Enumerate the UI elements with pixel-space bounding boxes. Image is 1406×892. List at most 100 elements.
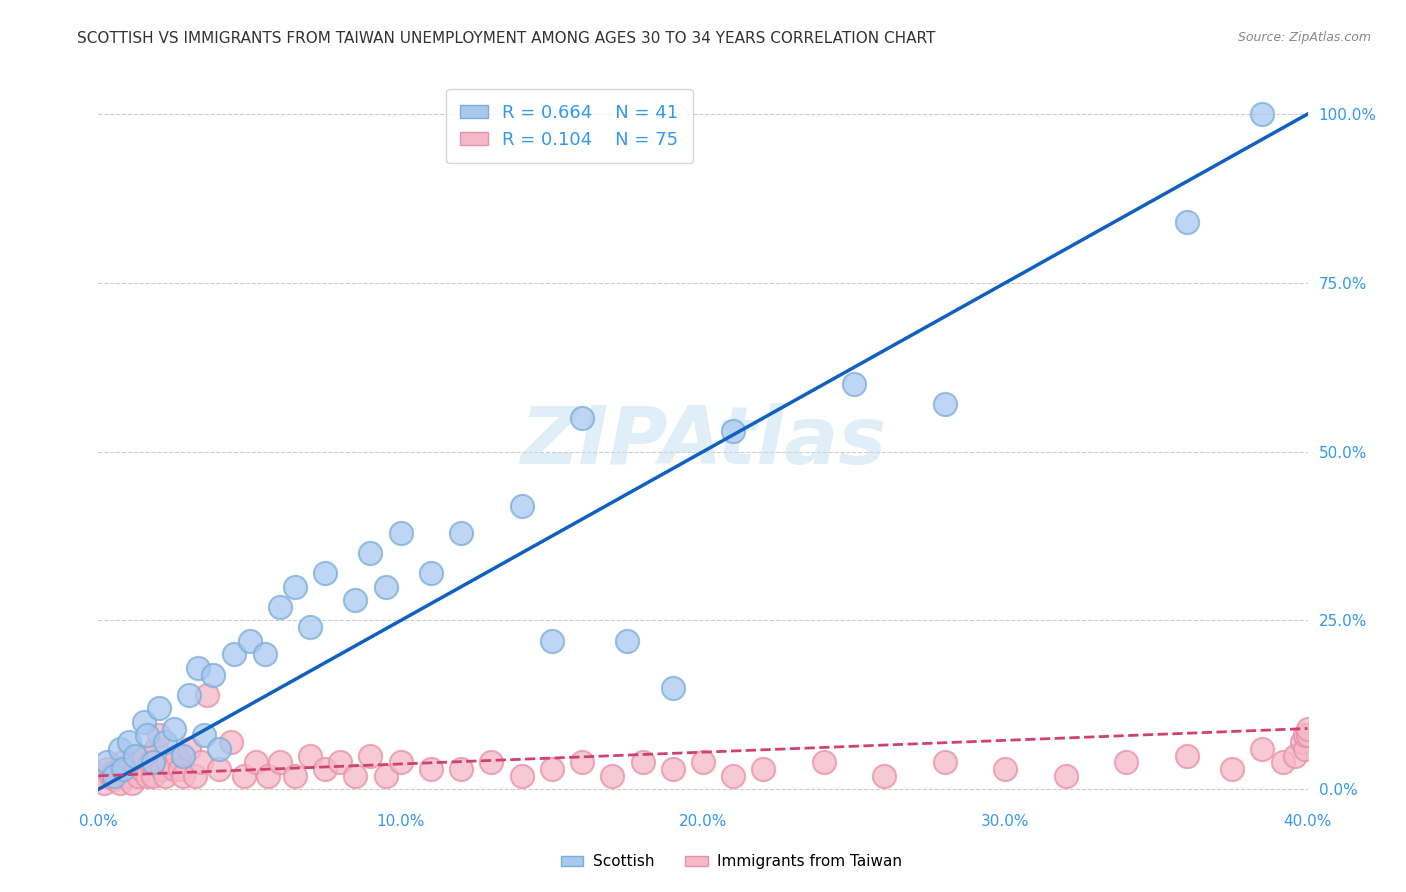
Point xyxy=(129,762,152,776)
Point xyxy=(360,546,382,560)
Point xyxy=(374,769,396,783)
Point xyxy=(934,397,956,411)
Point xyxy=(284,769,307,783)
Point xyxy=(111,762,134,776)
Point xyxy=(299,620,322,634)
Point xyxy=(124,756,146,770)
Point xyxy=(132,748,155,763)
Point xyxy=(1291,735,1313,749)
Point xyxy=(1284,748,1306,763)
Point xyxy=(571,756,593,770)
Point xyxy=(723,769,745,783)
Point xyxy=(540,633,562,648)
Point xyxy=(142,769,165,783)
Point xyxy=(221,735,243,749)
Point xyxy=(329,756,352,770)
Point xyxy=(118,762,141,776)
Point xyxy=(360,748,382,763)
Point xyxy=(103,772,125,787)
Point xyxy=(150,762,173,776)
Point xyxy=(631,756,654,770)
Point xyxy=(269,599,291,614)
Point xyxy=(602,769,624,783)
Point xyxy=(96,762,118,776)
Point xyxy=(121,775,143,789)
Point xyxy=(169,762,191,776)
Point xyxy=(224,647,246,661)
Point xyxy=(135,769,157,783)
Point xyxy=(994,762,1017,776)
Point xyxy=(93,775,115,789)
Point xyxy=(284,580,307,594)
Point xyxy=(571,411,593,425)
Point xyxy=(153,735,176,749)
Point xyxy=(344,769,367,783)
Text: SCOTTISH VS IMMIGRANTS FROM TAIWAN UNEMPLOYMENT AMONG AGES 30 TO 34 YEARS CORREL: SCOTTISH VS IMMIGRANTS FROM TAIWAN UNEMP… xyxy=(77,31,936,46)
Point xyxy=(661,762,683,776)
Point xyxy=(420,566,443,581)
Point xyxy=(163,762,186,776)
Point xyxy=(96,756,118,770)
Point xyxy=(232,769,254,783)
Point xyxy=(208,762,231,776)
Point xyxy=(153,769,176,783)
Point xyxy=(145,741,167,756)
Point xyxy=(1294,741,1316,756)
Point xyxy=(253,647,276,661)
Point xyxy=(844,377,866,392)
Point xyxy=(692,756,714,770)
Point xyxy=(187,661,209,675)
Point xyxy=(389,756,412,770)
Point xyxy=(873,769,896,783)
Point xyxy=(510,499,533,513)
Point xyxy=(450,762,472,776)
Point xyxy=(1296,728,1319,742)
Point xyxy=(314,566,336,581)
Point xyxy=(1251,741,1274,756)
Point xyxy=(389,525,412,540)
Point xyxy=(195,688,218,702)
Point xyxy=(166,748,188,763)
Point xyxy=(139,756,162,770)
Point xyxy=(142,756,165,770)
Point xyxy=(510,769,533,783)
Point xyxy=(156,756,179,770)
Point xyxy=(103,769,125,783)
Point xyxy=(1296,722,1319,736)
Point xyxy=(1175,215,1198,229)
Point xyxy=(1175,748,1198,763)
Point xyxy=(111,756,134,770)
Point xyxy=(344,593,367,607)
Point xyxy=(118,735,141,749)
Text: Source: ZipAtlas.com: Source: ZipAtlas.com xyxy=(1237,31,1371,45)
Point xyxy=(1054,769,1077,783)
Point xyxy=(1294,728,1316,742)
Point xyxy=(450,525,472,540)
Point xyxy=(934,756,956,770)
Point xyxy=(1220,762,1243,776)
Point xyxy=(256,769,278,783)
Point xyxy=(540,762,562,776)
Point xyxy=(193,728,215,742)
Point xyxy=(481,756,503,770)
Point xyxy=(114,769,136,783)
Point xyxy=(190,756,212,770)
Point xyxy=(245,756,267,770)
Point xyxy=(163,722,186,736)
Point xyxy=(1272,756,1295,770)
Point xyxy=(752,762,775,776)
Point xyxy=(723,425,745,439)
Point xyxy=(813,756,835,770)
Point xyxy=(108,741,131,756)
Point xyxy=(239,633,262,648)
Legend: Scottish, Immigrants from Taiwan: Scottish, Immigrants from Taiwan xyxy=(554,848,908,875)
Point xyxy=(103,765,125,780)
Point xyxy=(100,769,122,783)
Point xyxy=(132,714,155,729)
Point xyxy=(148,701,170,715)
Point xyxy=(108,775,131,789)
Point xyxy=(172,748,194,763)
Point xyxy=(105,769,128,783)
Point xyxy=(314,762,336,776)
Point xyxy=(179,741,201,756)
